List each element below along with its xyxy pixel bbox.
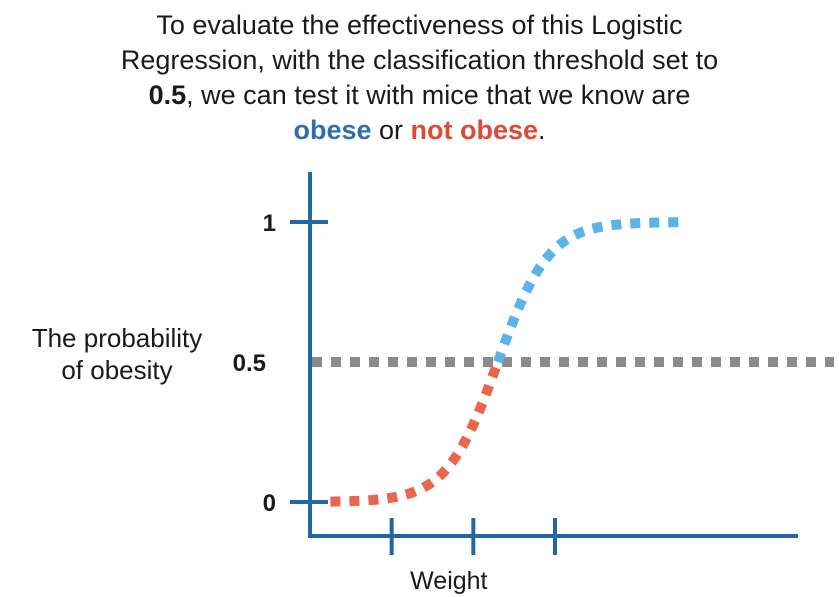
threshold-value-text: 0.5 [148, 80, 187, 110]
not-obese-word: not obese [410, 115, 539, 145]
chart-caption: To evaluate the effectiveness of this Lo… [0, 8, 839, 148]
y-axis-label: The probability of obesity [10, 322, 224, 386]
x-axis-label: Weight [410, 567, 487, 595]
curve-not-obese-segment [330, 360, 503, 507]
caption-or: or [371, 115, 411, 145]
caption-line-3-rest: , we can test it with mice that we know … [186, 80, 691, 110]
caption-line-1: To evaluate the effectiveness of this Lo… [156, 10, 683, 40]
y-tick-label-1: 1 [263, 210, 276, 237]
caption-line-4: obese or not obese. [0, 113, 839, 148]
y-tick-label-0: 0 [263, 490, 276, 517]
y-axis-label-line-1: The probability [31, 323, 203, 353]
y-axis-label-line-2: of obesity [61, 355, 173, 385]
caption-line-3: 0.5, we can test it with mice that we kn… [0, 78, 839, 113]
obese-word: obese [293, 115, 372, 145]
caption-period: . [538, 115, 546, 145]
curve-obese-segment [493, 217, 686, 364]
caption-line-2: Regression, with the classification thre… [120, 45, 719, 75]
y-tick-label-0-5: 0.5 [233, 350, 266, 377]
